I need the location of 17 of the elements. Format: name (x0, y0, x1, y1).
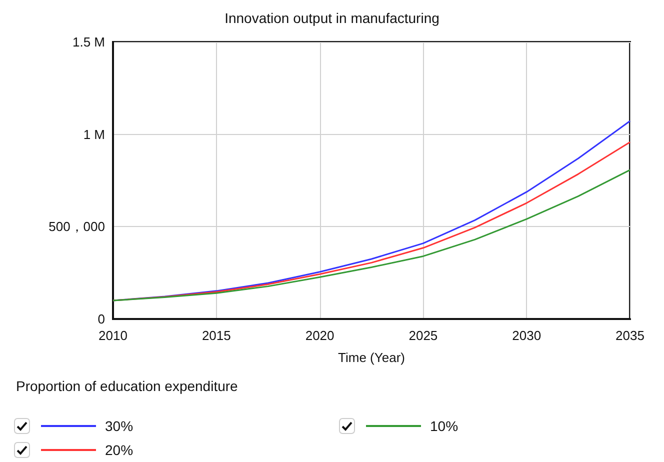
legend-label: 10% (430, 418, 458, 434)
x-tick-label: 2015 (202, 328, 231, 343)
y-tick-label: 500，000 (48, 219, 105, 234)
y-tick-label: 1.5 M (72, 34, 105, 50)
y-tick-label: 0 (98, 312, 105, 326)
x-tick-label: 2030 (512, 328, 542, 343)
legend-title: Proportion of education expenditure (16, 378, 239, 394)
legend-label: 20% (105, 442, 134, 458)
legend-label: 30% (105, 418, 134, 434)
x-tick-label: 2025 (408, 328, 438, 343)
chart-title: Innovation output in manufacturing (224, 10, 440, 26)
x-tick-label: 2010 (98, 328, 128, 343)
x-axis-title: Time (Year) (338, 350, 405, 365)
x-tick-label: 2020 (305, 328, 334, 343)
x-tick-label: 2035 (616, 328, 644, 343)
line-series (112, 169, 631, 302)
y-tick-label: 1 M (83, 126, 105, 142)
